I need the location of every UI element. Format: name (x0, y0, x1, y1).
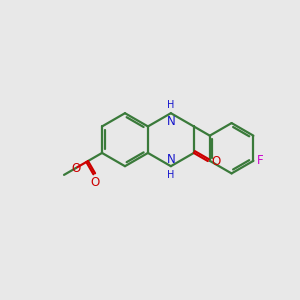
Text: N: N (167, 115, 175, 128)
Text: N: N (167, 153, 175, 166)
Text: O: O (71, 162, 80, 175)
Text: H: H (167, 170, 175, 180)
Text: O: O (212, 154, 221, 167)
Text: H: H (167, 100, 175, 110)
Text: O: O (90, 176, 100, 189)
Text: F: F (257, 154, 264, 167)
